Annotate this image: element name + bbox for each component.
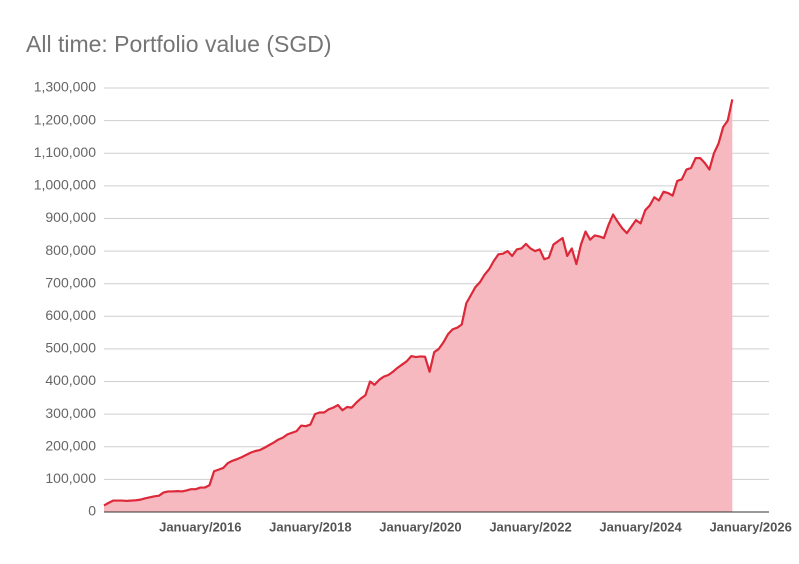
x-tick-label: January/2020 — [379, 519, 461, 534]
x-tick-label: January/2024 — [599, 519, 682, 534]
y-tick-label: 200,000 — [45, 437, 96, 453]
area — [104, 99, 733, 513]
line — [103, 99, 734, 507]
y-tick-label: 1,100,000 — [34, 144, 96, 160]
x-tick-label: January/2016 — [159, 519, 241, 534]
y-tick-label: 300,000 — [45, 405, 96, 421]
y-tick-label: 1,000,000 — [34, 177, 96, 193]
y-tick-label: 0 — [88, 503, 96, 519]
y-tick-label: 400,000 — [45, 372, 96, 388]
x-tick-label: January/2022 — [489, 519, 571, 534]
y-tick-label: 600,000 — [45, 307, 96, 323]
x-tick-label: January/2018 — [269, 519, 351, 534]
y-tick-label: 500,000 — [45, 340, 96, 356]
y-tick-label: 1,300,000 — [34, 79, 96, 95]
chart-title: All time: Portfolio value (SGD) — [26, 31, 331, 57]
y-tick-label: 100,000 — [45, 470, 96, 486]
y-tick-label: 1,200,000 — [34, 111, 96, 127]
y-tick-label: 900,000 — [45, 209, 96, 225]
x-tick-label: January/2026 — [709, 519, 791, 534]
y-tick-label: 700,000 — [45, 274, 96, 290]
y-tick-label: 800,000 — [45, 242, 96, 258]
